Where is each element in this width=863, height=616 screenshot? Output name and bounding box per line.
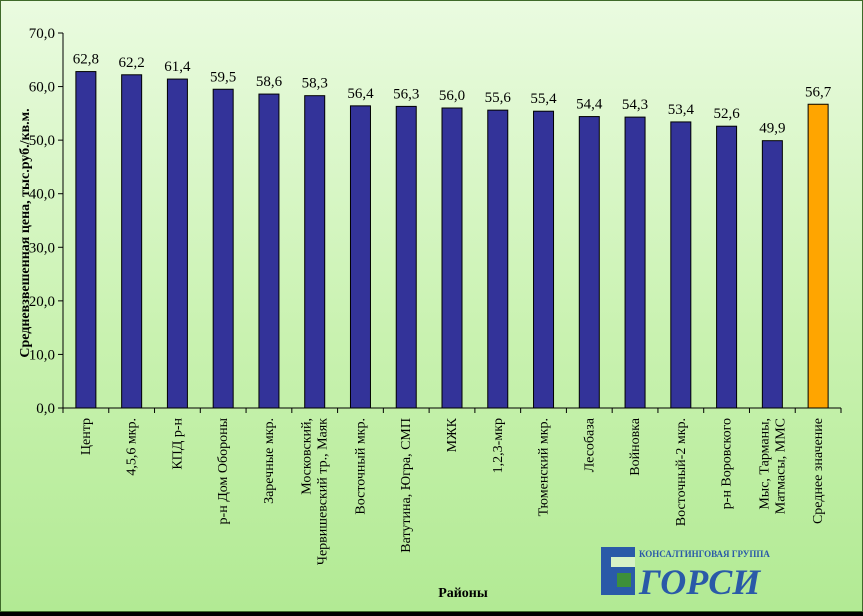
category-label: р-н Дом Обороны: [216, 417, 231, 524]
y-tick-label: 60,0: [29, 80, 55, 96]
data-label: 61,4: [164, 59, 191, 75]
logo-mark: [601, 547, 635, 595]
logo-name: ГОРСИ: [638, 562, 761, 602]
logo-tagline: КОНСАЛТИНГОВАЯ ГРУППА: [639, 549, 770, 559]
category-label: Московский,Червишевский тр., Маяк: [300, 418, 331, 565]
y-tick-label: 70,0: [29, 26, 55, 42]
data-label: 62,2: [119, 55, 145, 71]
data-label: 53,4: [668, 102, 695, 118]
category-label-line: Червишевский тр., Маяк: [316, 418, 331, 565]
y-tick-label: 10,0: [29, 347, 55, 363]
category-label: 4,5,6 мкр.: [125, 418, 140, 476]
category-label: КПД р-н: [170, 417, 185, 469]
x-axis: Центр 4,5,6 мкр. КПД р-н р-н Дом Обороны Зар…: [62, 407, 842, 565]
data-label: 59,5: [210, 69, 236, 85]
y-tick-label: 20,0: [29, 294, 55, 310]
data-label: 55,4: [530, 91, 557, 107]
category-label-line: Центр: [79, 418, 94, 455]
data-label: 56,0: [439, 88, 465, 104]
bar: [121, 74, 143, 409]
bar: [441, 107, 463, 409]
category-label: Войновка: [628, 417, 643, 476]
company-logo: КОНСАЛТИНГОВАЯ ГРУППА ГОРСИ: [601, 547, 770, 602]
category-label: МЖК: [445, 417, 460, 452]
category-label-line: Матмасы, ММС: [773, 418, 788, 514]
bar: [624, 116, 646, 409]
category-label-line: Тюменский мкр.: [537, 418, 552, 516]
category-label-line: Мыс, Тарманы,: [757, 418, 772, 510]
bar: [487, 109, 509, 409]
bar: [75, 71, 97, 409]
category-label-line: р-н Дом Обороны: [216, 417, 231, 524]
logo-mark-cut: [611, 557, 635, 567]
category-label-line: Заречные мкр.: [262, 418, 277, 504]
data-label: 56,3: [393, 86, 419, 102]
bars: 62,8 62,2 61,4 59,5 58,6 58,3 56,4 56,3 56,0 55,6…: [73, 52, 832, 409]
category-label: Ватутина, Югра, СМП: [399, 418, 414, 553]
bar: [166, 78, 188, 409]
data-label: 56,4: [347, 86, 374, 102]
bar: [670, 121, 692, 409]
data-label: 62,8: [73, 52, 99, 68]
bar: [578, 116, 600, 409]
category-label-line: Московский,: [300, 418, 315, 495]
bar: [716, 125, 738, 409]
category-label: р-н Воровского: [720, 418, 735, 509]
data-label: 54,3: [622, 97, 648, 113]
category-label-line: Лесобаза: [582, 417, 597, 472]
bar: [258, 93, 280, 409]
data-label: 55,6: [485, 90, 512, 106]
category-label: Заречные мкр.: [262, 418, 277, 504]
category-label: Восточный-2 мкр.: [674, 418, 689, 526]
category-label: Мыс, Тарманы,Матмасы, ММС: [757, 418, 788, 514]
category-label-line: 4,5,6 мкр.: [125, 418, 140, 476]
bar: [212, 88, 234, 409]
category-label-line: КПД р-н: [170, 417, 185, 469]
data-label: 52,6: [713, 106, 740, 122]
bar: [349, 105, 371, 409]
bar-average: [807, 103, 829, 409]
bar: [533, 110, 555, 409]
category-label: 1,2,3-мкр: [491, 418, 506, 473]
category-label-line: р-н Воровского: [720, 418, 735, 509]
category-label-line: МЖК: [445, 417, 460, 452]
category-label-line: Восточный мкр.: [353, 418, 368, 515]
category-label-line: Войновка: [628, 417, 643, 476]
category-label: Тюменский мкр.: [537, 418, 552, 516]
data-label: 54,4: [576, 97, 603, 113]
data-label: 49,9: [759, 121, 785, 137]
category-label: Центр: [79, 418, 94, 455]
logo-mark-square: [617, 573, 631, 587]
category-label-line: Среднее значение: [811, 418, 826, 524]
y-tick-label: 40,0: [29, 187, 55, 203]
y-axis: 0,0 10,0 20,0 30,0 40,0 50,0 60,0 70,0: [29, 26, 64, 417]
category-label: Среднее значение: [811, 418, 826, 524]
bar: [395, 105, 417, 409]
category-label: Восточный мкр.: [353, 418, 368, 515]
bar: [761, 140, 783, 409]
x-axis-title: Районы: [438, 586, 488, 601]
data-label: 56,7: [805, 84, 832, 100]
category-label: Лесобаза: [582, 417, 597, 472]
category-label-line: Ватутина, Югра, СМП: [399, 418, 414, 553]
category-label-line: 1,2,3-мкр: [491, 418, 506, 473]
data-label: 58,3: [302, 76, 328, 92]
y-axis-title: Средневзвешенная цена, тыс.руб./кв.м.: [18, 108, 33, 357]
y-tick-label: 30,0: [29, 240, 55, 256]
y-tick-label: 50,0: [29, 133, 55, 149]
category-label-line: Восточный-2 мкр.: [674, 418, 689, 526]
y-tick-label: 0,0: [36, 401, 55, 417]
bar: [304, 95, 326, 409]
data-label: 58,6: [256, 74, 283, 90]
